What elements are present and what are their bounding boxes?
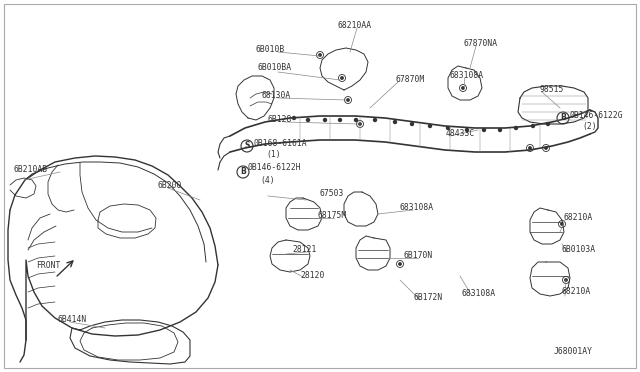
Circle shape bbox=[341, 77, 343, 79]
Text: (4): (4) bbox=[260, 176, 275, 185]
Circle shape bbox=[465, 128, 468, 131]
Circle shape bbox=[394, 121, 397, 124]
Circle shape bbox=[319, 54, 321, 56]
Text: 68130A: 68130A bbox=[261, 92, 291, 100]
Circle shape bbox=[483, 128, 486, 131]
Circle shape bbox=[292, 116, 296, 119]
Circle shape bbox=[515, 126, 518, 129]
Text: 67870NA: 67870NA bbox=[464, 38, 498, 48]
Text: 6B0103A: 6B0103A bbox=[562, 244, 596, 253]
Circle shape bbox=[307, 119, 310, 122]
Circle shape bbox=[347, 99, 349, 101]
Text: 683108A: 683108A bbox=[449, 71, 483, 80]
Circle shape bbox=[545, 147, 547, 149]
Text: 0B146-6122H: 0B146-6122H bbox=[248, 164, 301, 173]
Text: 0B146-6122G: 0B146-6122G bbox=[570, 110, 623, 119]
Circle shape bbox=[531, 125, 534, 128]
Text: 683108A: 683108A bbox=[400, 202, 434, 212]
Text: 6B172N: 6B172N bbox=[414, 292, 444, 301]
Text: S: S bbox=[244, 141, 250, 151]
Text: B: B bbox=[240, 167, 246, 176]
Text: 67870M: 67870M bbox=[396, 76, 425, 84]
Text: 6B210AB: 6B210AB bbox=[14, 166, 48, 174]
Circle shape bbox=[339, 119, 342, 122]
Text: 0B168-6161A: 0B168-6161A bbox=[254, 138, 308, 148]
Text: 6B414N: 6B414N bbox=[58, 315, 87, 324]
Text: FRONT: FRONT bbox=[36, 260, 60, 269]
Text: B: B bbox=[560, 113, 566, 122]
Text: 98515: 98515 bbox=[540, 86, 564, 94]
Text: 683108A: 683108A bbox=[462, 289, 496, 298]
Circle shape bbox=[359, 123, 361, 125]
Circle shape bbox=[410, 122, 413, 125]
Text: 48433C: 48433C bbox=[446, 128, 476, 138]
Text: J68001AY: J68001AY bbox=[554, 347, 593, 356]
Text: 28120: 28120 bbox=[300, 270, 324, 279]
Text: 6B128: 6B128 bbox=[268, 115, 292, 125]
Circle shape bbox=[374, 119, 376, 122]
Circle shape bbox=[564, 279, 567, 281]
Circle shape bbox=[561, 223, 563, 225]
Circle shape bbox=[499, 128, 502, 131]
Text: 6B170N: 6B170N bbox=[404, 250, 433, 260]
Text: 6B010B: 6B010B bbox=[255, 45, 284, 55]
Text: 68210A: 68210A bbox=[564, 214, 593, 222]
Text: 6B010BA: 6B010BA bbox=[258, 64, 292, 73]
Text: 68210A: 68210A bbox=[562, 288, 591, 296]
Circle shape bbox=[447, 126, 449, 129]
Text: 68175M: 68175M bbox=[318, 211, 348, 219]
Text: 28121: 28121 bbox=[292, 244, 316, 253]
Circle shape bbox=[323, 119, 326, 122]
Circle shape bbox=[547, 122, 550, 125]
Text: (2): (2) bbox=[582, 122, 596, 131]
Circle shape bbox=[429, 125, 431, 128]
Text: 68210AA: 68210AA bbox=[338, 22, 372, 31]
Text: 6B200: 6B200 bbox=[158, 180, 182, 189]
Circle shape bbox=[529, 147, 531, 149]
Circle shape bbox=[355, 119, 358, 122]
Text: (1): (1) bbox=[266, 151, 280, 160]
Circle shape bbox=[462, 87, 464, 89]
Text: 67503: 67503 bbox=[320, 189, 344, 198]
Circle shape bbox=[399, 263, 401, 265]
